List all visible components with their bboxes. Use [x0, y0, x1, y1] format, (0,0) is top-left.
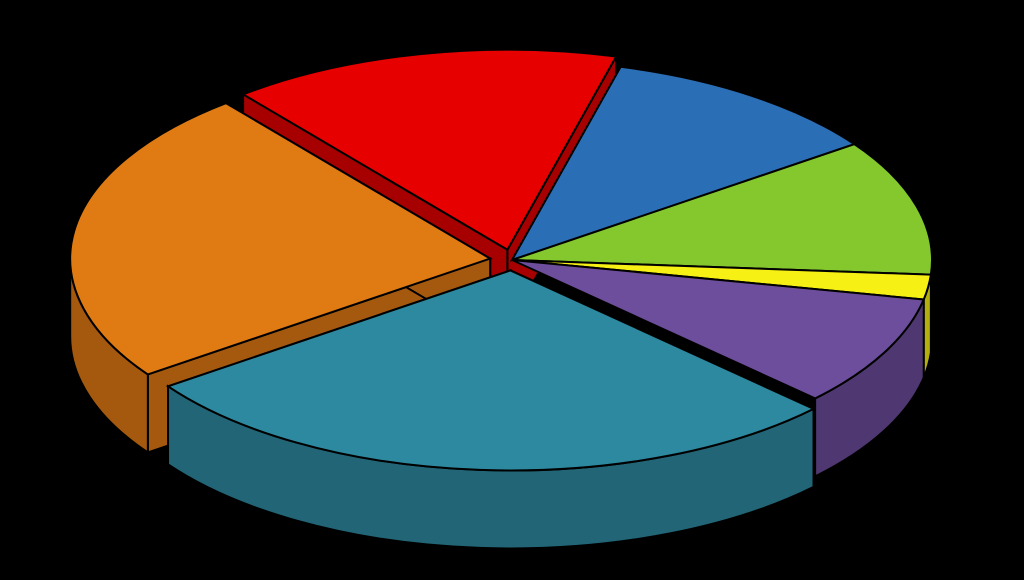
pie-chart-3d [0, 0, 1024, 580]
